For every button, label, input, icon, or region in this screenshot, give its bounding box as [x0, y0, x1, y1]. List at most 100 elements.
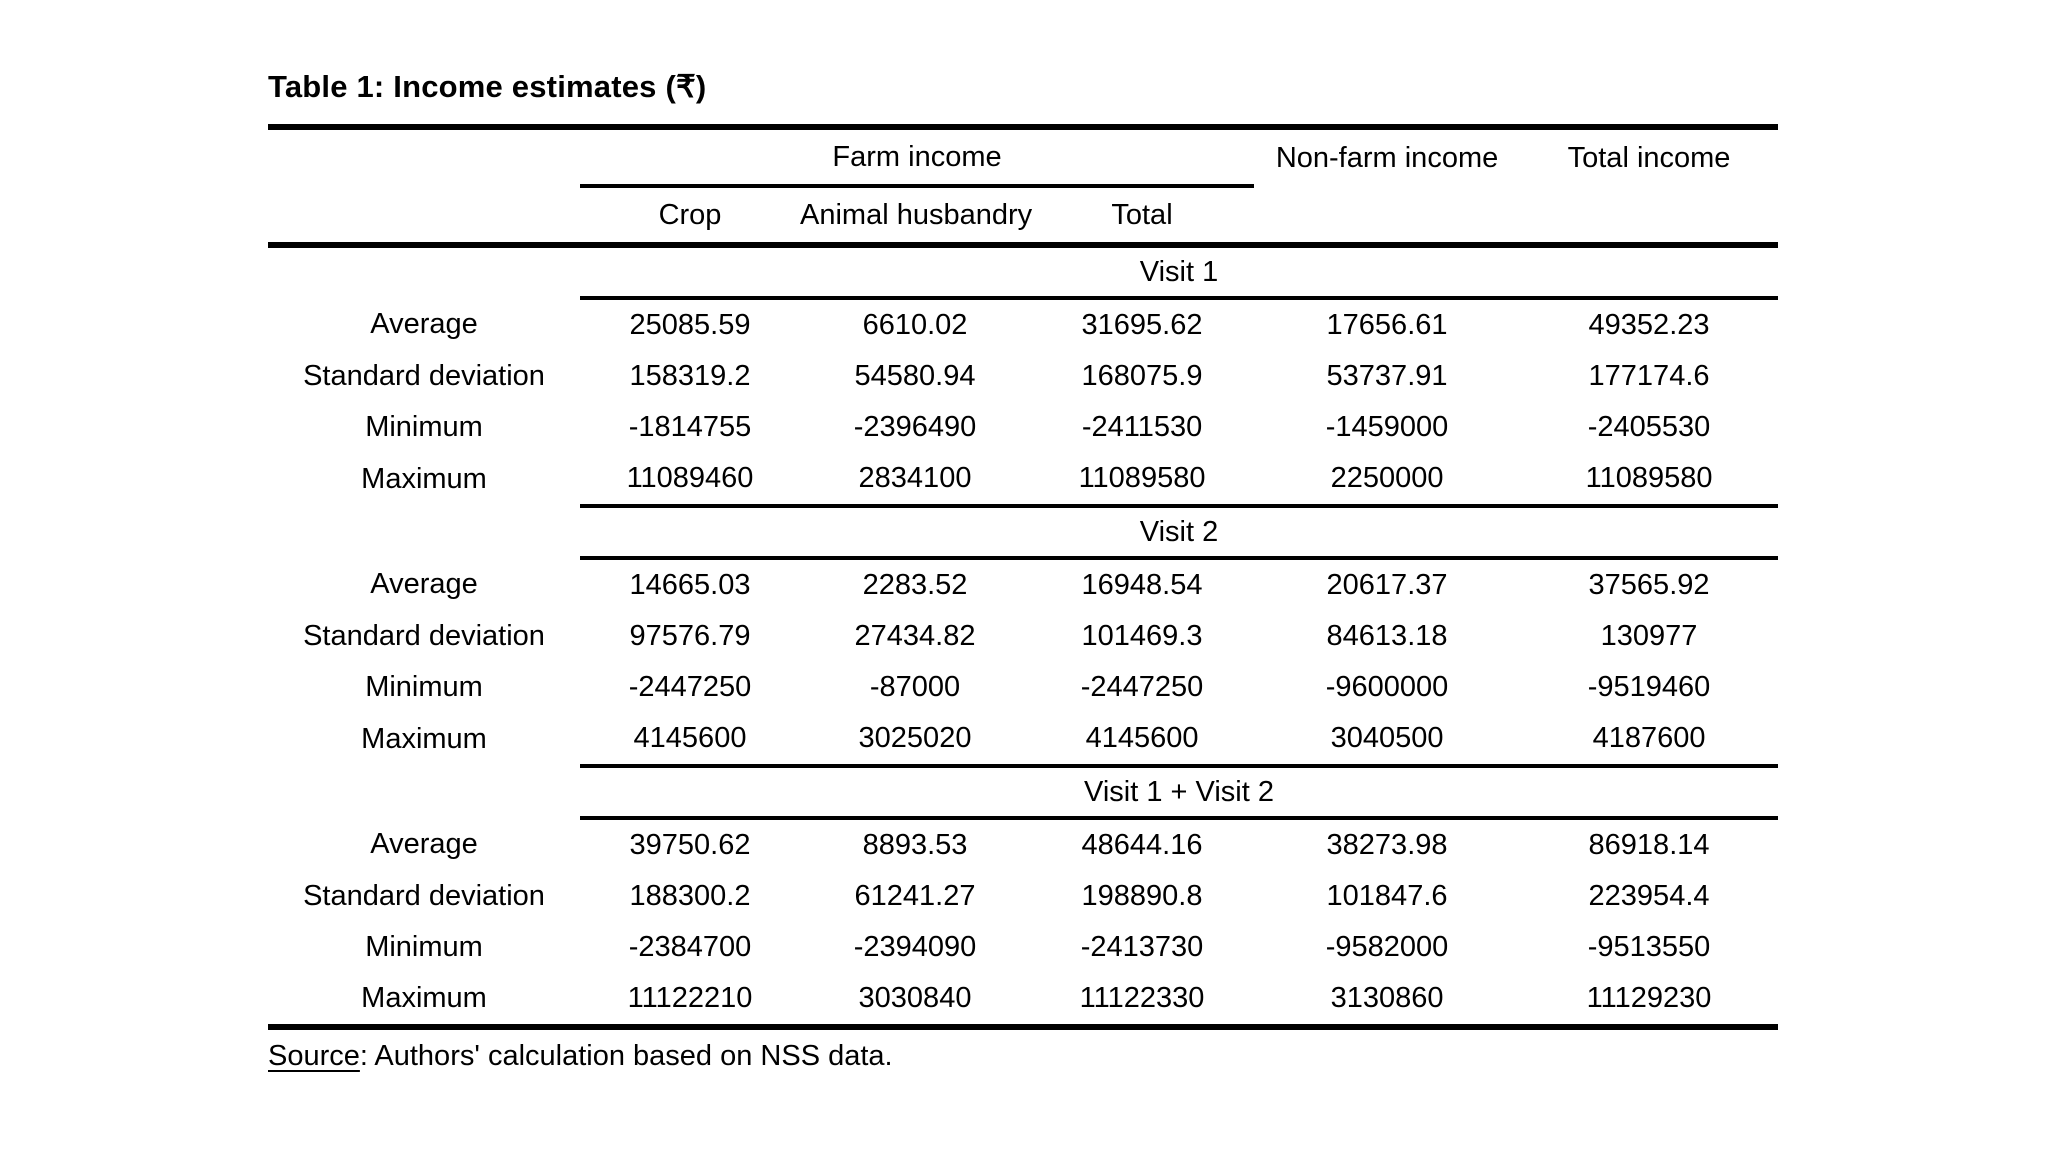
- data-cell: 177174.6: [1588, 360, 1710, 392]
- corner-cell: [268, 124, 580, 186]
- table-row: Average 14665.03 2283.52 16948.54 20617.…: [268, 558, 1778, 611]
- data-cell: -1814755: [628, 411, 752, 443]
- source-note: Source: Authors' calculation based on NS…: [268, 1030, 1778, 1082]
- data-cell: -2405530: [1587, 411, 1711, 443]
- table-row: Average 39750.62 8893.53 48644.16 38273.…: [268, 818, 1778, 871]
- source-label: Source: [268, 1039, 360, 1072]
- data-cell: -2447250: [628, 671, 752, 703]
- subheader-crop: Crop: [580, 186, 800, 248]
- row-label: Maximum: [268, 973, 580, 1030]
- data-cell: -87000: [869, 671, 961, 703]
- data-cell: 37565.92: [1588, 569, 1710, 601]
- data-cell: 31695.62: [1081, 309, 1203, 341]
- table-row: Standard deviation 97576.79 27434.82 101…: [268, 611, 1778, 662]
- empty-cell: [268, 245, 580, 298]
- section-header-visit1-plus-visit2: Visit 1 + Visit 2: [268, 764, 1779, 820]
- data-cell: 27434.82: [854, 620, 976, 652]
- row-label: Average: [370, 308, 478, 340]
- table-row: Average 25085.59 6610.02 31695.62 17656.…: [268, 298, 1778, 351]
- data-cell: 8893.53: [862, 829, 968, 861]
- data-cell: -9600000: [1325, 671, 1449, 703]
- row-label: Minimum: [365, 411, 483, 443]
- sub-header-row: Crop Animal husbandry Total: [268, 186, 1779, 248]
- data-cell: 4145600: [1085, 722, 1199, 754]
- data-cell: -2384700: [628, 931, 752, 963]
- data-cell: -2394090: [853, 931, 977, 963]
- data-cell: 223954.4: [1588, 880, 1710, 912]
- data-cell: 4187600: [1592, 722, 1706, 754]
- row-label: Standard deviation: [303, 360, 545, 392]
- subheader-animal-husbandry: Animal husbandry: [800, 186, 1032, 248]
- document-page: Table 1: Income estimates (₹) Farm incom…: [268, 50, 1779, 1082]
- data-cell: 158319.2: [629, 360, 751, 392]
- data-cell: -9513550: [1587, 931, 1711, 963]
- data-cell: 3030840: [800, 973, 1030, 1030]
- section-label: Visit 1 + Visit 2: [580, 764, 1779, 820]
- table-row: Minimum -2447250 -87000 -2447250 -960000…: [268, 662, 1778, 713]
- data-cell: 17656.61: [1326, 309, 1448, 341]
- data-cell: 3025020: [858, 722, 972, 754]
- empty-cell: [1520, 186, 1779, 248]
- data-cell: -1459000: [1325, 411, 1449, 443]
- data-cell: 49352.23: [1588, 309, 1710, 341]
- empty-cell: [268, 506, 580, 558]
- data-cell: 188300.2: [629, 880, 751, 912]
- data-cell: -2413730: [1080, 931, 1204, 963]
- section-header-visit1: Visit 1: [268, 245, 1779, 300]
- empty-cell: [1254, 186, 1521, 248]
- section-label: Visit 2: [580, 504, 1779, 560]
- data-cell: 86918.14: [1588, 829, 1710, 861]
- row-label: Average: [370, 568, 478, 600]
- data-cell: 2250000: [1330, 462, 1444, 494]
- data-cell: 97576.79: [629, 620, 751, 652]
- row-label: Minimum: [365, 671, 483, 703]
- data-cell: 39750.62: [629, 829, 751, 861]
- data-cell: -9519460: [1587, 671, 1711, 703]
- row-label: Standard deviation: [303, 880, 545, 912]
- row-label: Average: [370, 828, 478, 860]
- data-cell: 101469.3: [1081, 620, 1203, 652]
- table-row: Maximum 4145600 3025020 4145600 3040500 …: [268, 713, 1778, 766]
- data-cell: 198890.8: [1081, 880, 1203, 912]
- data-cell: 3130860: [1254, 973, 1521, 1030]
- data-cell: 2834100: [858, 462, 972, 494]
- subheader-total: Total: [1030, 186, 1255, 248]
- data-cell: 38273.98: [1326, 829, 1448, 861]
- row-label: Standard deviation: [303, 620, 545, 652]
- page-title: Table 1: Income estimates (₹): [268, 69, 707, 104]
- corner-cell: [268, 186, 580, 248]
- data-cell: -2447250: [1080, 671, 1204, 703]
- table-row: Maximum 11122210 3030840 11122330 313086…: [268, 973, 1779, 1030]
- data-cell: 6610.02: [862, 309, 968, 341]
- data-cell: 14665.03: [629, 569, 751, 601]
- data-cell: 53737.91: [1326, 360, 1448, 392]
- table-row: Minimum -2384700 -2394090 -2413730 -9582…: [268, 922, 1778, 973]
- data-cell: 168075.9: [1081, 360, 1203, 392]
- income-table: Farm income Non-farm income Total income…: [268, 124, 1779, 1030]
- data-cell: 16948.54: [1081, 569, 1203, 601]
- row-label: Maximum: [361, 723, 487, 755]
- data-cell: 3040500: [1330, 722, 1444, 754]
- column-group-header-row: Farm income Non-farm income Total income: [268, 124, 1779, 188]
- section-label: Visit 1: [580, 245, 1779, 300]
- data-cell: 11089580: [1078, 462, 1206, 494]
- data-cell: 4145600: [633, 722, 747, 754]
- data-cell: 54580.94: [854, 360, 976, 392]
- data-cell: 20617.37: [1326, 569, 1448, 601]
- section-header-visit2: Visit 2: [268, 504, 1779, 560]
- data-cell: 11122330: [1030, 973, 1255, 1030]
- data-cell: 84613.18: [1326, 620, 1448, 652]
- data-cell: 11089580: [1585, 462, 1713, 494]
- data-cell: 11122210: [580, 973, 800, 1030]
- data-cell: 25085.59: [629, 309, 751, 341]
- data-cell: 101847.6: [1326, 880, 1448, 912]
- data-cell: 11129230: [1520, 973, 1779, 1030]
- row-label: Minimum: [365, 931, 483, 963]
- data-cell: 130977: [1600, 620, 1698, 652]
- total-income-header: Total income: [1520, 124, 1779, 186]
- table-row: Maximum 11089460 2834100 11089580 225000…: [268, 453, 1778, 506]
- data-cell: -2411530: [1081, 411, 1203, 443]
- table-row: Standard deviation 188300.2 61241.27 198…: [268, 871, 1778, 922]
- data-cell: -9582000: [1325, 931, 1449, 963]
- non-farm-income-header: Non-farm income: [1254, 124, 1521, 186]
